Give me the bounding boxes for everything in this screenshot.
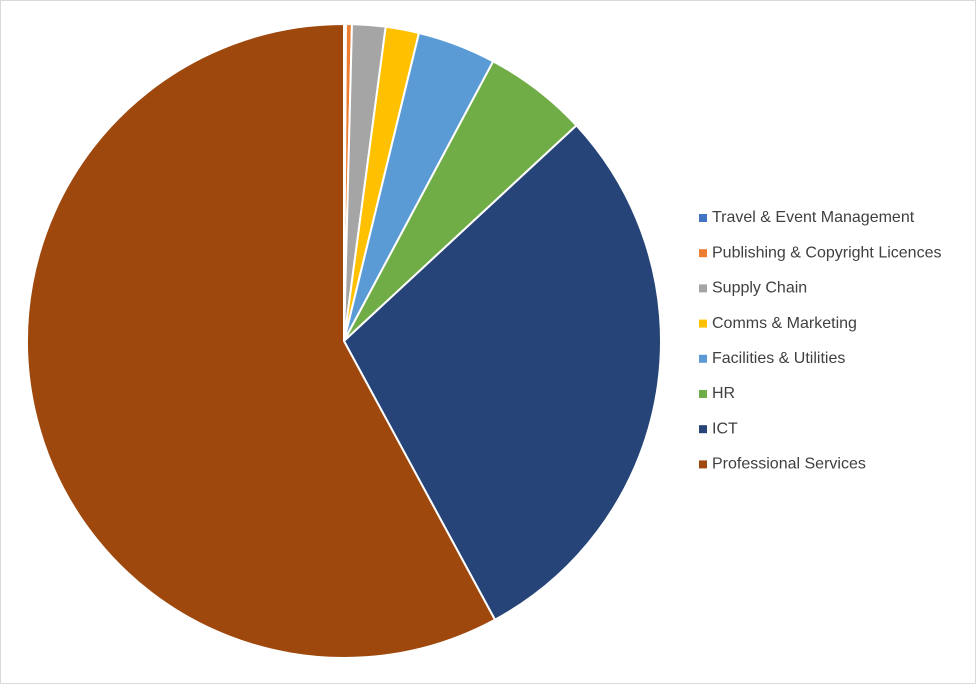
legend-swatch xyxy=(699,390,707,398)
legend-label: Facilities & Utilities xyxy=(712,350,845,367)
legend-label: Comms & Marketing xyxy=(712,315,857,332)
legend-label: Travel & Event Management xyxy=(712,209,915,226)
legend-swatch xyxy=(699,284,707,293)
legend-label: Publishing & Copyright Licences xyxy=(712,244,941,261)
legend-swatch xyxy=(699,214,707,222)
legend-swatch xyxy=(699,460,707,469)
legend-label: Professional Services xyxy=(712,456,866,473)
pie-slice xyxy=(26,22,497,659)
legend-swatch xyxy=(699,249,707,258)
pie-slice xyxy=(342,124,662,622)
legend-swatch xyxy=(699,425,707,434)
legend-label: HR xyxy=(712,385,735,402)
legend-swatch xyxy=(699,354,707,363)
legend-label: ICT xyxy=(712,420,738,437)
legend-swatch xyxy=(699,319,707,328)
legend-label: Supply Chain xyxy=(712,280,807,297)
